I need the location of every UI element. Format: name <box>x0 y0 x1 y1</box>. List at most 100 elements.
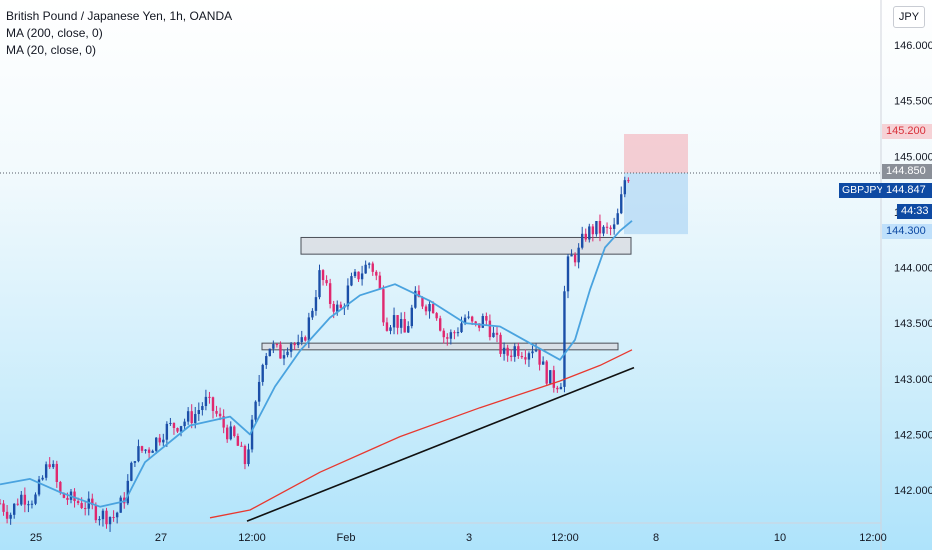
candle-body <box>137 446 140 462</box>
candle-body <box>353 271 357 277</box>
candle-body <box>378 275 382 290</box>
y-tick-label: 143.500 <box>894 318 932 330</box>
sr-zone-1 <box>300 236 632 255</box>
candle-body <box>233 426 236 437</box>
candle-body <box>314 297 318 311</box>
candle-body <box>48 464 51 468</box>
candle-body <box>442 330 445 338</box>
candle-body <box>616 213 619 225</box>
candle-body <box>218 413 222 417</box>
candle-body <box>311 310 314 318</box>
candle-body <box>605 226 609 228</box>
candle-body <box>215 410 218 414</box>
ascending-trendline <box>246 366 635 522</box>
candle-body <box>165 423 169 440</box>
candle-body <box>268 348 271 357</box>
candle-body <box>364 264 367 274</box>
candle-body <box>460 323 463 333</box>
candle-body <box>20 494 23 505</box>
candle-body <box>30 503 34 505</box>
y-tick-label: 144.000 <box>894 263 932 275</box>
candle-body <box>275 344 279 346</box>
candle-body <box>84 508 87 510</box>
candle-body <box>559 386 563 390</box>
candle-body <box>602 226 605 234</box>
candle-body <box>478 323 481 328</box>
candle-body <box>183 421 186 427</box>
candle-body <box>87 498 90 509</box>
y-tick-label: 145.500 <box>894 96 932 108</box>
candle-body <box>226 427 229 440</box>
y-tick-label: 146.000 <box>894 40 932 52</box>
candle-body <box>456 332 460 334</box>
ma20-line <box>0 220 633 508</box>
countdown-tag: 44:33 <box>897 204 932 219</box>
candle-body <box>325 280 328 284</box>
candle-body <box>474 321 477 324</box>
candle-body <box>424 306 428 312</box>
candle-body <box>396 315 399 328</box>
candle-body <box>80 503 83 509</box>
candle-body <box>98 519 101 521</box>
candle-body <box>197 410 200 415</box>
candle-body <box>499 334 502 354</box>
x-tick-label: 12:00 <box>551 532 579 544</box>
x-tick-label: 25 <box>30 532 42 544</box>
candle-body <box>591 226 595 235</box>
candle-body <box>91 498 94 505</box>
candle-body <box>254 401 257 420</box>
chart-title: British Pound / Japanese Yen, 1h, OANDA <box>6 9 233 23</box>
candle-body <box>151 450 154 453</box>
candle-body <box>282 355 286 359</box>
candle-body <box>27 504 30 506</box>
symbol-tag: GBPJPY <box>839 183 883 198</box>
candle-body <box>346 285 350 307</box>
candle-body <box>289 343 293 352</box>
candle-body <box>240 445 243 447</box>
candle-body <box>623 180 626 195</box>
candle-body <box>186 411 190 422</box>
candle-body <box>300 337 303 343</box>
candle-body <box>524 357 527 360</box>
x-tick-label: Feb <box>337 532 356 544</box>
candle-body <box>44 464 48 478</box>
candle-body <box>609 227 612 229</box>
candle-body <box>549 370 552 384</box>
candle-body <box>538 350 541 365</box>
candle-body <box>59 481 62 493</box>
candle-body <box>272 344 275 349</box>
candle-body <box>588 226 591 240</box>
candle-body <box>94 504 98 521</box>
y-tick-label: 145.000 <box>894 151 932 163</box>
candle-body <box>76 501 80 504</box>
candle-body <box>581 233 584 248</box>
candle-body <box>201 406 204 411</box>
candle-body <box>620 194 623 214</box>
legend-ma20[interactable]: MA (20, close, 0) <box>6 43 97 57</box>
x-tick-label: 12:00 <box>238 532 266 544</box>
candle-body <box>598 221 602 234</box>
candle-body <box>488 320 492 338</box>
candle-body <box>321 270 325 281</box>
candle-body <box>485 316 488 321</box>
candle-body <box>517 346 520 356</box>
legend-ma200[interactable]: MA (200, close, 0) <box>6 26 103 40</box>
candle-body <box>250 419 254 450</box>
take-profit-zone <box>624 172 688 235</box>
candle-body <box>399 319 403 328</box>
x-tick-label: 8 <box>653 532 659 544</box>
candle-body <box>506 347 509 356</box>
candle-body <box>243 445 247 465</box>
currency-button[interactable]: JPY <box>893 6 925 28</box>
candle-body <box>144 449 147 451</box>
candle-body <box>236 436 240 446</box>
candle-body <box>112 517 115 519</box>
candle-body <box>481 316 484 328</box>
candle-body <box>421 297 424 307</box>
candle-body <box>140 446 144 451</box>
candle-body <box>179 426 183 432</box>
chart-legend: British Pound / Japanese Yen, 1h, OANDA … <box>6 8 232 59</box>
candle-body <box>463 317 467 324</box>
